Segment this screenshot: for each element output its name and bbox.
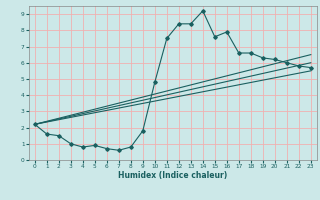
X-axis label: Humidex (Indice chaleur): Humidex (Indice chaleur) (118, 171, 228, 180)
